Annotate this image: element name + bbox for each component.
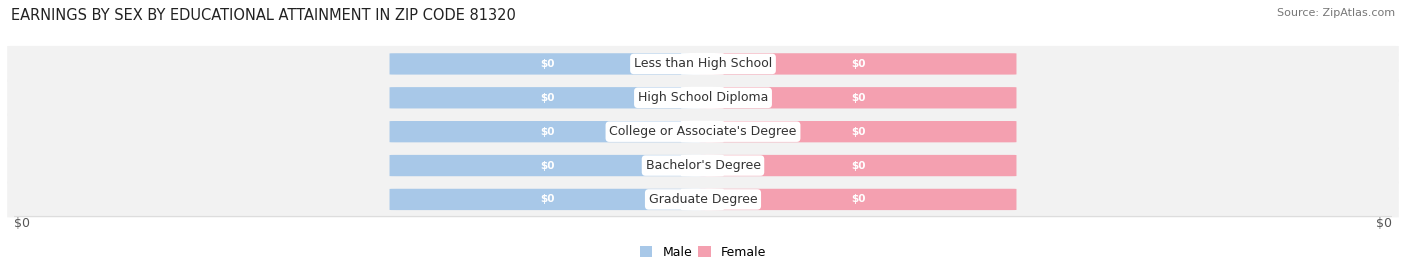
Text: $0: $0: [541, 161, 555, 170]
FancyBboxPatch shape: [681, 87, 724, 109]
Text: Source: ZipAtlas.com: Source: ZipAtlas.com: [1277, 8, 1395, 18]
Text: Graduate Degree: Graduate Degree: [648, 193, 758, 206]
FancyBboxPatch shape: [389, 87, 706, 109]
FancyBboxPatch shape: [7, 114, 1399, 150]
FancyBboxPatch shape: [7, 80, 1399, 116]
Text: $0: $0: [1376, 217, 1392, 230]
FancyBboxPatch shape: [700, 87, 1017, 109]
FancyBboxPatch shape: [700, 121, 1017, 142]
FancyBboxPatch shape: [700, 155, 1017, 176]
Text: Less than High School: Less than High School: [634, 57, 772, 70]
Text: $0: $0: [851, 194, 865, 204]
Text: College or Associate's Degree: College or Associate's Degree: [609, 125, 797, 138]
FancyBboxPatch shape: [389, 155, 706, 176]
Text: $0: $0: [851, 59, 865, 69]
FancyBboxPatch shape: [700, 53, 1017, 75]
Text: $0: $0: [851, 161, 865, 170]
Text: $0: $0: [14, 217, 30, 230]
FancyBboxPatch shape: [681, 53, 724, 75]
FancyBboxPatch shape: [389, 189, 706, 210]
FancyBboxPatch shape: [389, 121, 706, 142]
Text: $0: $0: [541, 93, 555, 103]
FancyBboxPatch shape: [7, 46, 1399, 82]
Legend: Male, Female: Male, Female: [636, 241, 770, 264]
Text: $0: $0: [851, 127, 865, 137]
FancyBboxPatch shape: [7, 147, 1399, 184]
Text: EARNINGS BY SEX BY EDUCATIONAL ATTAINMENT IN ZIP CODE 81320: EARNINGS BY SEX BY EDUCATIONAL ATTAINMEN…: [11, 8, 516, 23]
FancyBboxPatch shape: [700, 189, 1017, 210]
FancyBboxPatch shape: [7, 181, 1399, 217]
FancyBboxPatch shape: [389, 53, 706, 75]
Text: High School Diploma: High School Diploma: [638, 91, 768, 104]
Text: Bachelor's Degree: Bachelor's Degree: [645, 159, 761, 172]
FancyBboxPatch shape: [681, 155, 724, 177]
Text: $0: $0: [851, 93, 865, 103]
Text: $0: $0: [541, 59, 555, 69]
Text: $0: $0: [541, 194, 555, 204]
FancyBboxPatch shape: [681, 121, 724, 143]
Text: $0: $0: [541, 127, 555, 137]
FancyBboxPatch shape: [681, 188, 724, 210]
